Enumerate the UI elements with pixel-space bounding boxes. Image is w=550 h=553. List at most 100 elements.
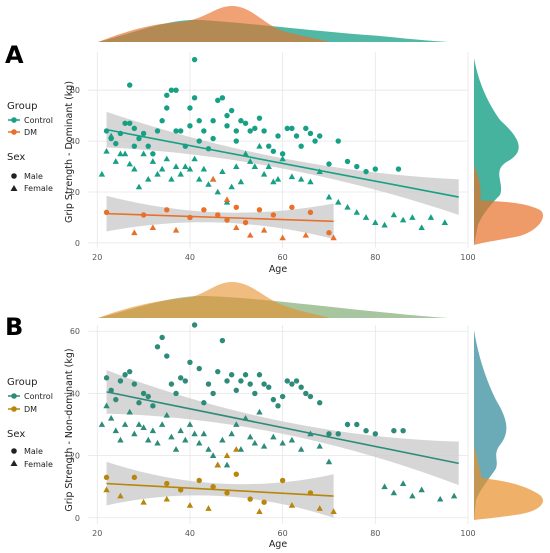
trend-line-control bbox=[106, 391, 459, 465]
point-female-control bbox=[353, 209, 360, 215]
legend-item-control: Control bbox=[8, 116, 53, 125]
point-female-control bbox=[418, 224, 425, 231]
point-male-control bbox=[372, 166, 379, 172]
point-male-control bbox=[303, 390, 309, 397]
x-tick-label: 20 bbox=[92, 529, 102, 538]
point-male-control bbox=[252, 125, 258, 132]
point-male-dm bbox=[289, 204, 295, 210]
point-male-control bbox=[275, 403, 281, 409]
point-female-control bbox=[205, 181, 212, 187]
point-male-control bbox=[122, 372, 128, 378]
point-male-control bbox=[196, 365, 202, 372]
point-male-dm bbox=[307, 209, 314, 216]
point-male-control bbox=[256, 115, 263, 121]
point-male-control bbox=[191, 95, 198, 101]
point-female-control bbox=[260, 170, 268, 177]
point-female-control bbox=[200, 165, 208, 172]
legend-male-marker bbox=[11, 448, 17, 454]
point-male-control bbox=[210, 390, 216, 397]
point-female-dm bbox=[233, 446, 240, 452]
point-female-control bbox=[219, 436, 226, 443]
point-male-dm bbox=[247, 496, 253, 502]
point-female-control bbox=[409, 492, 416, 499]
trend-lines-a bbox=[106, 128, 459, 223]
points-a bbox=[98, 56, 449, 241]
point-female-control bbox=[228, 430, 235, 437]
x-tick-label: 80 bbox=[370, 529, 380, 538]
point-female-control bbox=[126, 160, 133, 167]
point-female-control bbox=[214, 188, 221, 195]
point-male-control bbox=[219, 337, 226, 344]
point-male-control bbox=[238, 118, 244, 124]
point-female-control bbox=[390, 489, 398, 496]
point-male-control bbox=[307, 130, 314, 137]
legend-control-dot bbox=[11, 393, 17, 399]
point-female-control bbox=[98, 421, 106, 427]
point-female-control bbox=[103, 402, 110, 409]
point-male-dm bbox=[196, 477, 202, 484]
point-female-control bbox=[140, 150, 147, 157]
point-female-control bbox=[219, 168, 226, 175]
point-female-control bbox=[381, 483, 388, 490]
y-tick-label: 20 bbox=[70, 452, 80, 461]
point-female-control bbox=[131, 165, 138, 172]
point-male-control bbox=[103, 375, 110, 381]
point-female-control bbox=[233, 421, 240, 427]
ticks-a: 20 40 60 80 100 0 20 40 60 bbox=[70, 86, 476, 262]
x-tick-label: 20 bbox=[92, 253, 102, 262]
point-female-control bbox=[418, 486, 425, 493]
point-male-control bbox=[293, 378, 300, 384]
point-female-control bbox=[182, 436, 189, 443]
point-female-control bbox=[196, 439, 203, 446]
legend-dm-dot bbox=[11, 406, 17, 412]
point-female-control bbox=[177, 170, 184, 177]
point-male-control bbox=[150, 403, 156, 409]
point-male-control bbox=[228, 107, 235, 114]
point-female-dm bbox=[223, 452, 231, 458]
point-male-control bbox=[395, 166, 402, 172]
point-female-control bbox=[279, 439, 286, 446]
point-male-dm bbox=[131, 474, 138, 481]
point-male-control bbox=[187, 105, 193, 111]
point-female-control bbox=[205, 446, 212, 452]
point-female-control bbox=[145, 436, 152, 443]
point-male-control bbox=[224, 112, 230, 119]
trend-line-control bbox=[106, 128, 459, 198]
point-female-dm bbox=[256, 508, 263, 514]
point-female-control bbox=[172, 163, 180, 169]
point-male-control bbox=[187, 359, 193, 366]
point-female-dm bbox=[205, 505, 212, 511]
point-male-control bbox=[335, 431, 341, 437]
point-male-control bbox=[164, 105, 170, 111]
point-female-control bbox=[107, 132, 115, 139]
point-female-dm bbox=[223, 196, 231, 203]
point-male-control bbox=[122, 120, 128, 126]
point-male-dm bbox=[224, 217, 230, 223]
point-female-control bbox=[441, 219, 449, 225]
point-male-control bbox=[127, 120, 133, 126]
point-male-control bbox=[140, 130, 147, 137]
point-female-dm bbox=[172, 226, 180, 233]
point-male-control bbox=[210, 135, 216, 142]
point-male-control bbox=[131, 381, 138, 387]
y-tick-label: 20 bbox=[70, 188, 80, 197]
legend-a: Group Control DM Sex Male Female bbox=[7, 101, 53, 193]
point-male-control bbox=[177, 375, 184, 381]
legend-group-title: Group bbox=[7, 377, 37, 388]
point-female-control bbox=[196, 175, 203, 182]
point-male-control bbox=[159, 118, 165, 124]
point-female-control bbox=[237, 446, 245, 452]
point-male-control bbox=[173, 390, 179, 397]
point-male-dm bbox=[187, 214, 193, 221]
point-female-control bbox=[107, 414, 115, 421]
point-female-control bbox=[158, 421, 166, 427]
point-male-control bbox=[136, 400, 142, 406]
legend-female-label: Female bbox=[24, 184, 53, 193]
point-female-control bbox=[246, 433, 254, 440]
point-female-control bbox=[427, 214, 435, 220]
point-female-control bbox=[399, 480, 407, 486]
point-male-control bbox=[201, 400, 207, 406]
y-tick-label: 0 bbox=[75, 239, 80, 248]
legend-male-marker bbox=[11, 173, 17, 179]
